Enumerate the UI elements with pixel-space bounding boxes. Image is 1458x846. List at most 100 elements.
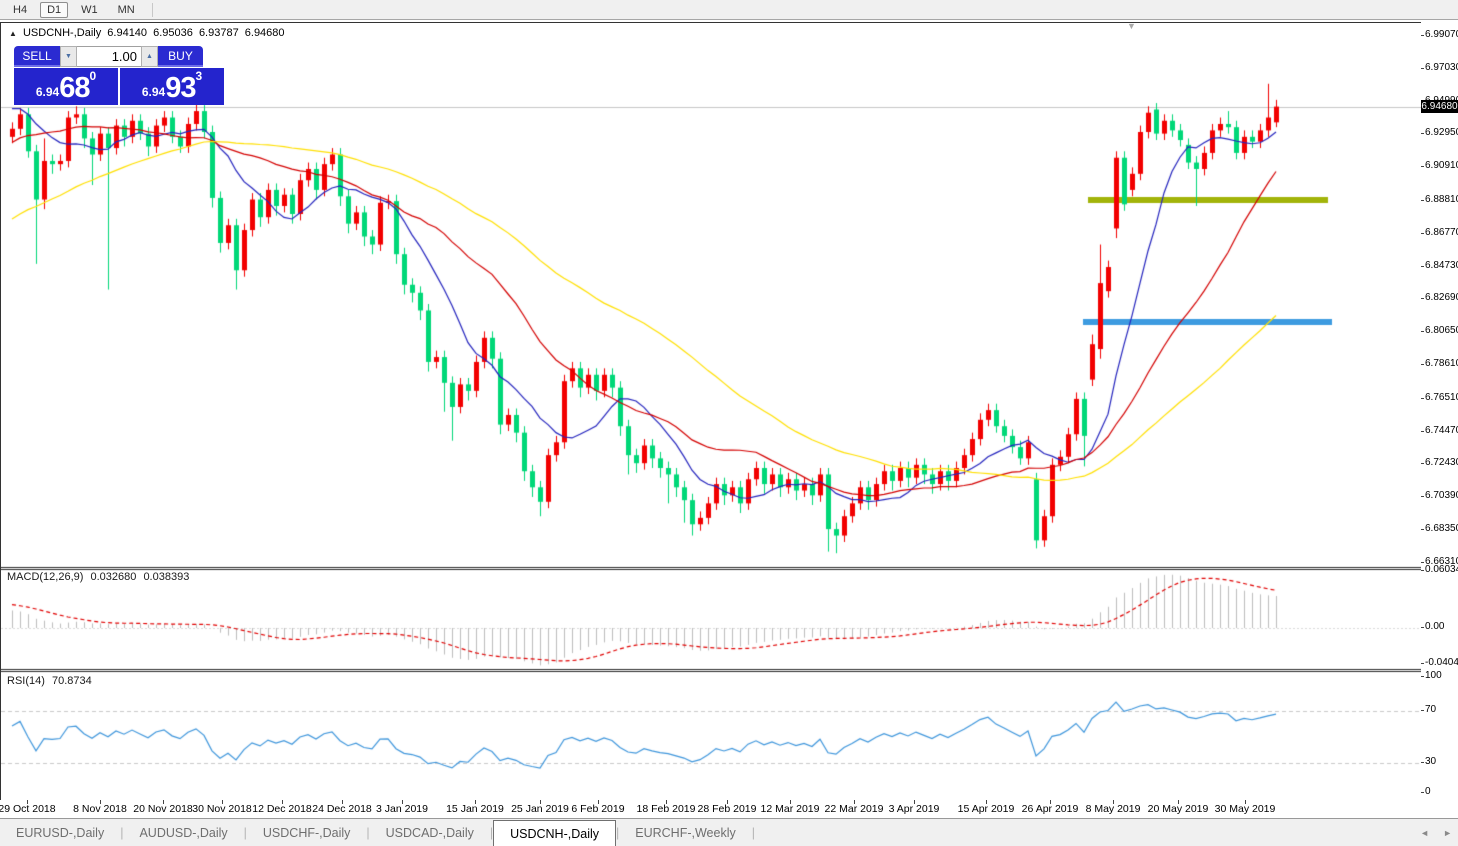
date-tick xyxy=(100,800,101,804)
rsi-axis-label: 0 xyxy=(1425,786,1431,797)
current-price-badge: 6.94680 xyxy=(1421,100,1458,113)
date-label: 24 Dec 2018 xyxy=(312,803,372,815)
chart-ohlc-title: ▲ USDCNH-,Daily 6.94140 6.95036 6.93787 … xyxy=(9,27,288,39)
macd-axis-label: 0.00 xyxy=(1425,621,1445,632)
timeframe-d1-button[interactable]: D1 xyxy=(40,1,69,18)
macd-signal-value: 0.038393 xyxy=(143,571,190,583)
chart-shift-icon[interactable]: ▼ xyxy=(1127,21,1136,31)
date-label: 30 May 2019 xyxy=(1214,803,1276,815)
date-label: 15 Jan 2019 xyxy=(446,803,504,815)
sell-price-sup: 0 xyxy=(89,69,97,83)
tab-scroll-left-icon[interactable]: ◄ xyxy=(1420,828,1430,838)
price-tick-label: 6.97030 xyxy=(1425,62,1458,73)
price-tick-label: 6.84730 xyxy=(1425,260,1458,271)
rsi-value: 70.8734 xyxy=(51,675,92,687)
rsi-axis-label-tick xyxy=(1421,762,1424,763)
date-label: 12 Dec 2018 xyxy=(252,803,312,815)
macd-axis-label-tick xyxy=(1421,627,1424,628)
price-tick-label-tick xyxy=(1421,68,1424,69)
chart-tab-usdcnh-daily[interactable]: USDCNH-,Daily xyxy=(493,820,617,846)
one-click-collapse-icon[interactable]: ▲ xyxy=(9,29,17,38)
date-tick xyxy=(402,800,403,804)
price-tick-label-tick xyxy=(1421,35,1424,36)
buy-price-panel[interactable]: 6.94 93 3 xyxy=(120,68,224,105)
chart-tab-audusd-daily[interactable]: AUDUSD-,Daily xyxy=(139,826,228,840)
sell-price-big: 68 xyxy=(59,72,90,104)
volume-input[interactable] xyxy=(77,46,141,67)
date-axis[interactable]: 29 Oct 2018 8 Nov 2018 20 Nov 2018 30 Nov 2… xyxy=(0,800,1458,818)
date-tick xyxy=(727,800,728,804)
timeframe-toolbar: H4 D1 W1 MN xyxy=(0,0,1458,20)
timeframe-w1-button[interactable]: W1 xyxy=(81,3,98,16)
chart-tab-usdchf-daily[interactable]: USDCHF-,Daily xyxy=(262,826,351,840)
price-tick-label: 6.74470 xyxy=(1425,425,1458,436)
date-label: 3 Apr 2019 xyxy=(888,803,940,815)
price-tick-label-tick xyxy=(1421,166,1424,167)
buy-price-small: 6.94 xyxy=(141,85,166,99)
rsi-name: RSI(14) xyxy=(7,675,45,687)
date-label: 30 Nov 2018 xyxy=(192,803,252,815)
date-tick xyxy=(342,800,343,804)
timeframe-h4-button[interactable]: H4 xyxy=(13,3,28,16)
buy-price-sup: 3 xyxy=(195,69,203,83)
one-click-trading-panel: SELL ▼ ▲ BUY 6.94 68 0 6.94 93 3 xyxy=(14,46,230,105)
chart-window: ▲ USDCNH-,Daily 6.94140 6.95036 6.93787 … xyxy=(0,21,1422,801)
toolbar-separator xyxy=(151,2,153,17)
date-label: 28 Feb 2019 xyxy=(697,803,757,815)
price-tick-label-tick xyxy=(1421,233,1424,234)
price-tick-label: 6.72430 xyxy=(1425,457,1458,468)
volume-increase-button[interactable]: ▲ xyxy=(141,46,158,67)
date-label: 8 May 2019 xyxy=(1085,803,1141,815)
date-label: 20 May 2019 xyxy=(1147,803,1209,815)
symbol-period-label: USDCNH-,Daily xyxy=(22,27,102,39)
price-tick-label: 6.80650 xyxy=(1425,325,1458,336)
sell-price-panel[interactable]: 6.94 68 0 xyxy=(14,68,118,105)
chart-tab-eurusd-daily[interactable]: EURUSD-,Daily xyxy=(16,826,105,840)
price-tick-label: 6.66310 xyxy=(1425,556,1458,567)
date-label: 25 Jan 2019 xyxy=(511,803,569,815)
buy-price-big: 93 xyxy=(165,72,196,104)
macd-axis-label: 0.060342 xyxy=(1425,564,1458,575)
date-tick xyxy=(666,800,667,804)
buy-button[interactable]: BUY xyxy=(158,46,203,67)
date-label: 12 Mar 2019 xyxy=(760,803,820,815)
quote-high: 6.95036 xyxy=(153,27,193,39)
date-label: 29 Oct 2018 xyxy=(0,803,56,815)
sell-button[interactable]: SELL xyxy=(14,46,60,67)
date-label: 3 Jan 2019 xyxy=(376,803,428,815)
date-tick xyxy=(475,800,476,804)
price-tick-label: 6.70390 xyxy=(1425,490,1458,501)
date-label: 18 Feb 2019 xyxy=(636,803,696,815)
date-tick xyxy=(163,800,164,804)
price-tick-label-tick xyxy=(1421,496,1424,497)
tab-separator: | xyxy=(120,826,124,840)
price-tick-label-tick xyxy=(1421,364,1424,365)
price-tick-label-tick xyxy=(1421,463,1424,464)
date-label: 6 Feb 2019 xyxy=(571,803,625,815)
price-tick-label: 6.99070 xyxy=(1425,29,1458,40)
date-tick xyxy=(598,800,599,804)
volume-decrease-button[interactable]: ▼ xyxy=(60,46,77,67)
price-tick-label-tick xyxy=(1421,331,1424,332)
tab-scroll-right-icon[interactable]: ► xyxy=(1443,828,1452,838)
tab-separator: | xyxy=(489,826,494,840)
price-axis[interactable]: 6.990706.970306.949906.929506.909106.888… xyxy=(1421,22,1458,800)
price-tick-label-tick xyxy=(1421,298,1424,299)
macd-axis-label-tick xyxy=(1421,663,1424,664)
price-chart-canvas[interactable] xyxy=(1,23,1421,801)
date-label: 15 Apr 2019 xyxy=(957,803,1015,815)
price-tick-label-tick xyxy=(1421,562,1424,563)
date-tick xyxy=(1245,800,1246,804)
macd-main-value: 0.032680 xyxy=(90,571,137,583)
chart-tab-eurchf-weekly[interactable]: EURCHF-,Weekly xyxy=(635,826,736,840)
chart-tab-usdcad-daily[interactable]: USDCAD-,Daily xyxy=(385,826,474,840)
price-tick-label-tick xyxy=(1421,431,1424,432)
timeframe-mn-button[interactable]: MN xyxy=(117,3,135,16)
macd-name: MACD(12,26,9) xyxy=(7,571,84,583)
sell-price-small: 6.94 xyxy=(35,85,60,99)
date-tick xyxy=(282,800,283,804)
rsi-axis-label: 100 xyxy=(1425,670,1442,681)
date-tick xyxy=(1113,800,1114,804)
